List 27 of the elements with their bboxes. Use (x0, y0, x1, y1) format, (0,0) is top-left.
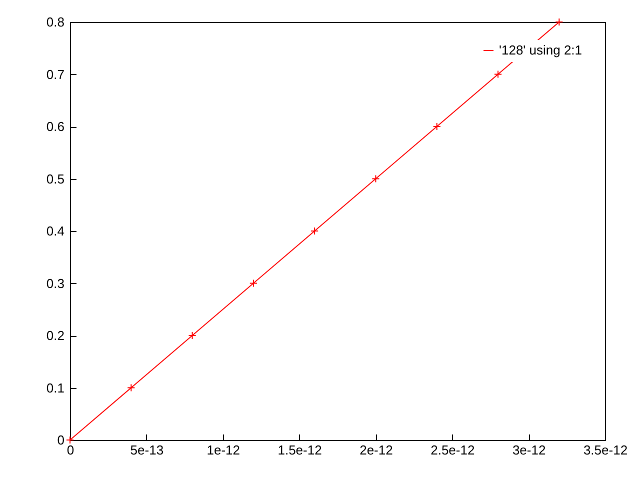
y-tick-label: 0.8 (46, 14, 64, 30)
x-tick-label: 2.5e-12 (430, 442, 475, 458)
y-tick-label: 0.4 (46, 224, 64, 238)
x-tick-label: 0 (66, 442, 74, 458)
point (372, 174, 380, 183)
x-tick-label: 3.5e-12 (583, 442, 628, 458)
point (66, 436, 74, 444)
x-tick-label: 1e-12 (206, 442, 240, 458)
y-tick-label: 0.3 (46, 276, 64, 291)
y-tick-label: 0.2 (46, 328, 64, 343)
point (555, 18, 564, 26)
point (494, 70, 502, 78)
y-tick-label: 0.7 (46, 66, 64, 82)
legend-label: '128' using 2:1 (499, 42, 582, 58)
x-tick-label: 3e-12 (512, 442, 546, 458)
point (310, 226, 319, 236)
point (249, 279, 258, 288)
y-tick-label: 0.6 (46, 119, 64, 134)
y-tick-label: 0.5 (46, 171, 64, 186)
x-tick-label: 5e-13 (130, 442, 164, 458)
x-tick-label: 2e-12 (360, 442, 393, 458)
y-tick-label: 0.1 (46, 380, 64, 396)
point (188, 331, 196, 340)
y-tick-label: 0 (57, 432, 64, 448)
point (432, 122, 441, 131)
point (127, 384, 136, 392)
x-tick-label: 1.5e-12 (278, 442, 322, 458)
